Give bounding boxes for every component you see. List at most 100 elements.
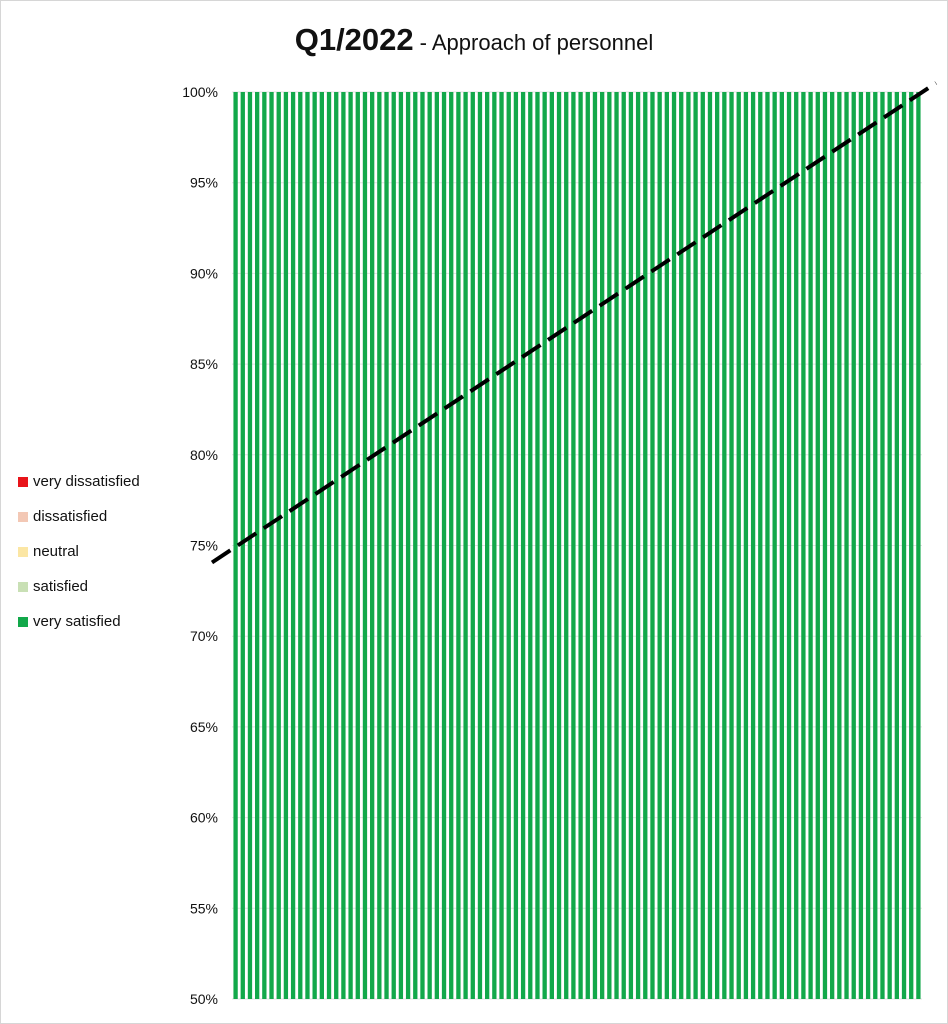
bar-segment-very-satisfied [556,92,562,999]
bar-segment-very-satisfied [370,92,375,999]
y-axis-ticks: 50% 55% 60% 65% 70% 75% 80% 85% 90% 95% 100% [182,84,218,1007]
legend-swatch-dissatisfied [18,511,28,522]
bar-segment-very-satisfied [686,92,691,999]
bar-segment-very-satisfied [290,92,296,999]
bar-segment-very-satisfied [743,92,749,999]
bar-segment-very-satisfied [607,92,612,999]
bar-segment-very-satisfied [319,92,324,999]
trend-line-group [210,81,938,565]
legend-swatch-very-dissatisfied [18,476,28,487]
y-tick-label: 75% [190,538,218,554]
legend-label-very-satisfied: very satisfied [33,613,121,630]
bar-segment-very-satisfied [837,92,842,999]
bar-segment-very-satisfied [614,92,619,999]
bar-segment-very-satisfied [391,92,396,999]
bar-segment-very-satisfied [772,92,777,999]
legend-item-neutral: neutral [18,534,140,569]
bar-segment-very-satisfied [564,92,569,999]
gridlines [232,91,922,1000]
bar-segment-very-satisfied [786,92,792,999]
bar-segment-very-satisfied [909,92,914,999]
bar-segment-very-satisfied [362,92,368,999]
bar-segment-very-satisfied [355,92,360,999]
y-tick-label: 90% [190,265,218,281]
chart-title-sub: - Approach of personnel [419,30,654,55]
bar-segment-very-satisfied [405,92,411,999]
bar-segment-very-satisfied [815,92,820,999]
bar-segment-very-satisfied [851,92,856,999]
legend-item-satisfied: satisfied [18,569,140,604]
legend-item-very-dissatisfied: very dissatisfied [18,464,140,499]
bar-segment-very-satisfied [549,92,554,999]
y-tick-label: 85% [190,356,218,372]
bar-segment-very-satisfied [262,92,267,999]
bar-segment-very-satisfied [822,92,828,999]
bar-segment-very-satisfied [894,92,899,999]
bars [233,92,921,999]
bar-segment-very-satisfied [377,92,382,999]
legend-label-dissatisfied: dissatisfied [33,508,108,525]
bar-segment-very-satisfied [542,92,547,999]
bar-segment-very-satisfied [650,92,655,999]
bar-segment-very-satisfied [865,92,871,999]
y-tick-label: 55% [190,900,218,916]
trend-line [210,81,938,565]
y-tick-label: 95% [190,175,218,191]
bar-segment-very-satisfied [470,92,475,999]
y-tick-label: 50% [190,991,218,1007]
bar-segment-very-satisfied [520,92,526,999]
bar-segment-very-satisfied [794,92,799,999]
bar-segment-very-satisfied [679,92,684,999]
bar-segment-very-satisfied [535,92,540,999]
bar-segment-very-satisfied [477,92,483,999]
bar-segment-very-satisfied [485,92,490,999]
bar-segment-very-satisfied [506,92,511,999]
bar-segment-very-satisfied [916,92,921,999]
bar-segment-very-satisfied [449,92,454,999]
legend-label-satisfied: satisfied [33,578,89,595]
y-tick-label: 60% [190,810,218,826]
bar-segment-very-satisfied [664,92,669,999]
bar-segment-very-satisfied [750,92,756,999]
bar-segment-very-satisfied [715,92,720,999]
y-tick-label: 80% [190,447,218,463]
bar-segment-very-satisfied [326,92,332,999]
bar-segment-very-satisfied [578,92,583,999]
bar-segment-very-satisfied [592,92,598,999]
bar-segment-very-satisfied [635,92,641,999]
bar-segment-very-satisfied [456,92,461,999]
bar-segment-very-satisfied [671,92,677,999]
chart-title-main: Q1/2022 [294,22,414,57]
bar-segment-very-satisfied [585,92,590,999]
bar-segment-very-satisfied [298,92,303,999]
bar-segment-very-satisfied [312,92,317,999]
legend-label-very-dissatisfied: very dissatisfied [33,473,140,490]
bar-segment-very-satisfied [600,92,605,999]
bar-segment-very-satisfied [887,92,892,999]
bar-segment-very-satisfied [240,92,245,999]
bar-segment-very-satisfied [628,92,634,999]
bar-segment-very-satisfied [801,92,806,999]
bar-segment-very-satisfied [384,92,389,999]
bar-segment-very-satisfied [334,92,339,999]
chart-legend: very dissatisfied dissatisfied neutral s… [18,464,140,639]
bar-segment-very-satisfied [722,92,727,999]
bar-segment-very-satisfied [707,92,713,999]
bar-segment-very-satisfied [492,92,497,999]
bar-segment-very-satisfied [880,92,885,999]
bar-segment-very-satisfied [758,92,763,999]
y-tick-label: 70% [190,628,218,644]
bar-segment-very-satisfied [830,92,835,999]
bar-segment-very-satisfied [233,92,238,999]
legend-item-dissatisfied: dissatisfied [18,499,140,534]
bar-segment-very-satisfied [420,92,425,999]
bar-segment-very-satisfied [413,92,418,999]
bar-segment-very-satisfied [283,92,289,999]
bar-segment-very-satisfied [255,92,260,999]
bar-segment-very-satisfied [247,92,253,999]
y-tick-label: 100% [182,84,218,100]
bar-segment-very-satisfied [513,92,519,999]
bar-segment-very-satisfied [779,92,784,999]
legend-swatch-very-satisfied [18,616,28,627]
bar-segment-very-satisfied [398,92,404,999]
